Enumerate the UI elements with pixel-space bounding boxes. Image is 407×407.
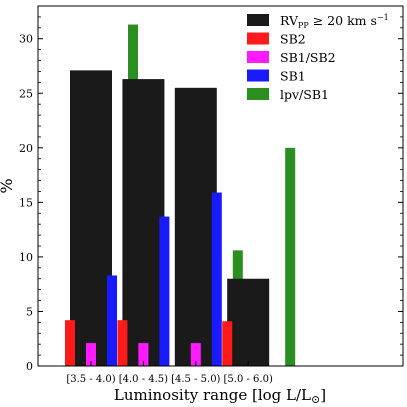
y-tick-label: 20 bbox=[19, 142, 33, 155]
bar-rv-pp bbox=[227, 278, 270, 366]
bar-sb1-sb2 bbox=[190, 343, 201, 366]
y-tick-label: 15 bbox=[19, 196, 33, 209]
legend-label: SB1/SB2 bbox=[280, 50, 336, 65]
bar-rv-pp bbox=[174, 87, 217, 367]
bar-sb1 bbox=[211, 192, 222, 366]
legend-label: lpv/SB1 bbox=[280, 87, 329, 102]
bar-rv-pp bbox=[70, 70, 112, 366]
x-tick-label: [4.0 - 4.5) bbox=[119, 374, 168, 385]
plot-frame bbox=[37, 5, 404, 367]
y-tick-label: 5 bbox=[26, 305, 33, 318]
x-tick-label: [4.5 - 5.0) bbox=[171, 374, 220, 385]
bar-sb1 bbox=[107, 275, 117, 366]
legend: RVPP ≥ 20 km s−1 SB2 SB1/SB2 SB1 lpv/SB1 bbox=[247, 13, 389, 102]
legend-label: RVPP ≥ 20 km s−1 bbox=[280, 13, 389, 30]
legend-swatch bbox=[247, 69, 269, 82]
y-tick-label: 10 bbox=[19, 251, 33, 264]
y-axis-label: % bbox=[0, 178, 16, 193]
legend-label: SB2 bbox=[280, 32, 306, 47]
bar-sb1 bbox=[159, 216, 170, 366]
bar-sb2 bbox=[117, 320, 128, 366]
bar-sb1-sb2 bbox=[138, 343, 149, 366]
y-axis-ticks: 0 5 10 15 20 25 30 bbox=[19, 16, 403, 373]
legend-swatch bbox=[247, 32, 269, 45]
y-tick-label: 30 bbox=[19, 33, 33, 46]
x-tick-label: [5.0 - 6.0) bbox=[224, 374, 273, 385]
bar-rv-pp bbox=[122, 79, 165, 366]
legend-swatch bbox=[247, 88, 269, 100]
x-tick-label: [3.5 - 4.0) bbox=[66, 374, 115, 385]
y-tick-label: 0 bbox=[26, 360, 33, 373]
legend-label: SB1 bbox=[280, 69, 306, 84]
bar-sb2 bbox=[65, 320, 75, 366]
bar-sb1-sb2 bbox=[86, 343, 96, 366]
legend-swatch bbox=[247, 51, 269, 63]
legend-swatch bbox=[247, 14, 269, 26]
x-axis-ticks: [3.5 - 4.0) [4.0 - 4.5) [4.5 - 5.0) [5.0 - … bbox=[66, 361, 273, 385]
bar-lpv-sb1 bbox=[285, 147, 296, 366]
bars-layer bbox=[65, 24, 296, 367]
bar-sb2 bbox=[222, 321, 233, 366]
x-axis-label: Luminosity range [log L/L⊙] bbox=[114, 386, 326, 406]
y-tick-label: 25 bbox=[19, 87, 33, 100]
